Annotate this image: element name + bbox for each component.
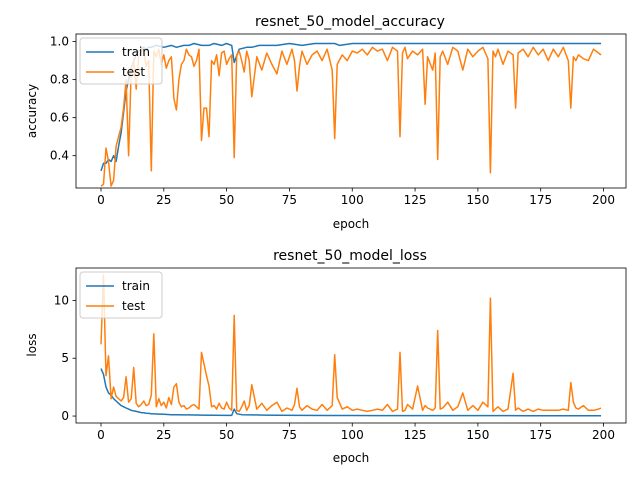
loss-y-ticks: 0 5 10 [54,293,76,423]
accuracy-x-tick-label: 125 [404,193,427,207]
loss-y-tick-label: 10 [54,293,69,307]
accuracy-x-tick-label: 200 [592,193,615,207]
loss-axes-frame [75,267,627,424]
accuracy-y-ticks: 0.4 0.6 0.8 1.0 [50,35,76,163]
loss-x-tick-label: 0 [97,428,105,442]
accuracy-y-tick-label: 0.8 [50,73,69,87]
accuracy-x-ticks: 0 25 50 75 100 125 150 175 200 [97,188,615,207]
loss-y-tick-label: 5 [61,351,69,365]
loss-x-tick-label: 75 [282,428,297,442]
loss-legend-train-label: train [122,279,150,293]
loss-x-tick-label: 125 [404,428,427,442]
accuracy-y-tick-label: 0.6 [50,111,69,125]
loss-subplot: resnet_50_model_loss 0 25 50 75 100 125 150 175… [25,248,627,465]
loss-x-axis-label: epoch [333,451,370,465]
accuracy-x-tick-label: 100 [341,193,364,207]
accuracy-x-tick-label: 25 [156,193,171,207]
accuracy-x-tick-label: 150 [466,193,489,207]
loss-legend: train test [79,271,163,319]
accuracy-subplot: resnet_50_model_accuracy 0 25 50 75 100 125 15… [25,14,627,231]
accuracy-x-axis-label: epoch [333,217,370,231]
accuracy-x-tick-label: 175 [529,193,552,207]
loss-x-tick-label: 175 [529,428,552,442]
loss-x-tick-label: 50 [219,428,234,442]
loss-x-tick-label: 200 [592,428,615,442]
accuracy-y-tick-label: 1.0 [50,35,69,49]
loss-plot-lines [100,274,602,417]
loss-train-line [100,368,601,417]
loss-test-line [100,274,602,413]
loss-y-tick-label: 0 [61,409,69,423]
accuracy-y-axis-label: accuracy [25,84,39,138]
accuracy-x-tick-label: 0 [97,193,105,207]
loss-chart-title: resnet_50_model_loss [273,248,427,264]
accuracy-legend-train-label: train [122,45,150,59]
accuracy-legend-test-label: test [122,65,145,79]
accuracy-x-tick-label: 75 [282,193,297,207]
accuracy-chart-title: resnet_50_model_accuracy [255,14,445,30]
loss-legend-test-label: test [122,299,145,313]
loss-x-tick-label: 150 [466,428,489,442]
accuracy-legend: train test [79,37,163,85]
loss-y-axis-label: loss [25,333,39,356]
accuracy-x-tick-label: 50 [219,193,234,207]
loss-x-tick-label: 100 [341,428,364,442]
loss-x-ticks: 0 25 50 75 100 125 150 175 200 [97,423,615,442]
accuracy-y-tick-label: 0.4 [50,149,69,163]
accuracy-axes-frame [75,33,627,189]
loss-x-tick-label: 25 [156,428,171,442]
